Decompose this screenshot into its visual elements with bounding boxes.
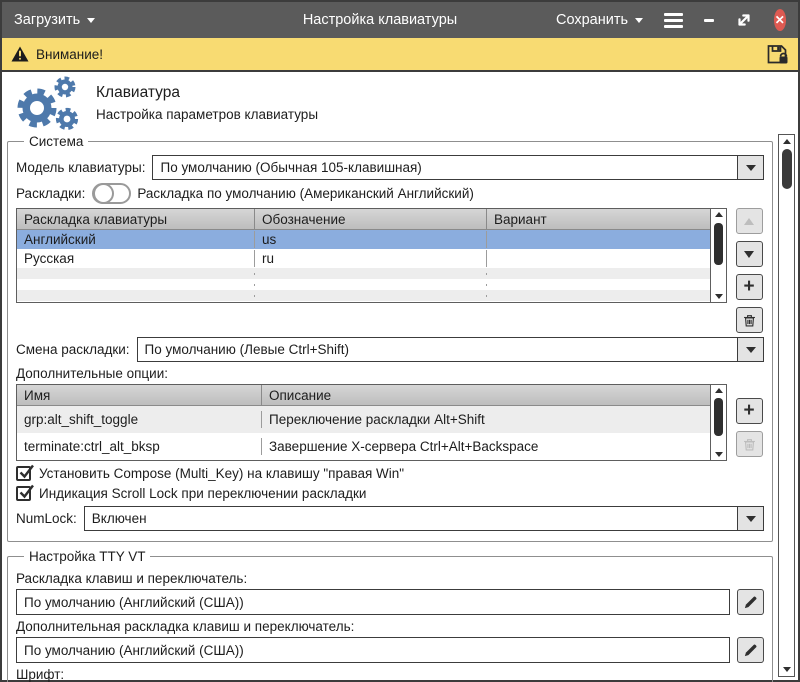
pencil-icon <box>744 644 757 656</box>
checkbox-checked-icon[interactable] <box>16 484 34 501</box>
extra-options-label: Дополнительные опции: <box>16 366 169 381</box>
keyboard-model-label: Модель клавиатуры: <box>16 160 146 175</box>
layout-switch-label: Смена раскладки: <box>16 342 130 357</box>
warning-text: Внимание! <box>36 46 104 62</box>
gears-icon <box>17 76 79 131</box>
scrolllock-checkbox-label: Индикация Scroll Lock при переключении р… <box>39 486 367 501</box>
system-section-legend: Система <box>29 134 84 149</box>
layout-switch-value: По умолчанию (Левые Ctrl+Shift) <box>144 342 349 357</box>
table-row[interactable]: terminate:ctrl_alt_bksp Завершение X-сер… <box>17 433 710 460</box>
hamburger-menu-icon[interactable] <box>664 12 684 28</box>
titlebar: Загрузить Настройка клавиатуры Сохранить… <box>2 2 798 38</box>
tty-field-label: Шрифт: <box>16 667 65 682</box>
move-up-button[interactable] <box>735 208 763 234</box>
table-row[interactable]: Русская ru <box>17 249 710 268</box>
move-down-button[interactable] <box>735 241 763 267</box>
layout-table[interactable]: Раскладка клавиатуры Обозначение Вариант… <box>16 208 727 303</box>
scroll-down-icon[interactable] <box>714 294 723 299</box>
scrollbar-thumb[interactable] <box>714 398 723 436</box>
layout-table-scrollbar[interactable] <box>710 209 726 302</box>
window-title: Настройка клавиатуры <box>302 12 458 28</box>
layouts-label: Раскладки: <box>16 186 86 201</box>
add-layout-button[interactable]: + <box>735 274 763 300</box>
pencil-icon <box>744 596 757 608</box>
trash-icon <box>743 438 755 450</box>
plus-icon: + <box>743 399 755 421</box>
minimize-icon[interactable] <box>704 18 714 22</box>
save-menu-label: Сохранить <box>556 12 629 28</box>
table-row <box>17 279 710 290</box>
delete-layout-button[interactable] <box>735 307 763 333</box>
options-table-scrollbar[interactable] <box>710 385 726 460</box>
dropdown-arrow-icon[interactable] <box>737 338 763 361</box>
layout-switch-select[interactable]: По умолчанию (Левые Ctrl+Shift) <box>136 337 764 362</box>
table-row <box>17 290 710 301</box>
scroll-down-icon[interactable] <box>714 452 723 457</box>
numlock-label: NumLock: <box>16 511 77 526</box>
numlock-value: Включен <box>91 511 147 526</box>
warning-bar: Внимание! <box>2 38 798 72</box>
compose-checkbox-row[interactable]: Установить Compose (Multi_Key) на клавиш… <box>16 464 764 481</box>
checkbox-checked-icon[interactable] <box>16 464 34 481</box>
tty-section-legend: Настройка TTY VT <box>29 549 146 564</box>
tty-field-label: Раскладка клавиш и переключатель: <box>16 571 248 586</box>
arrow-down-icon <box>744 250 754 258</box>
system-section: Система Модель клавиатуры: По умолчанию … <box>7 134 773 542</box>
table-row <box>17 268 710 279</box>
close-icon[interactable]: ✕ <box>773 9 786 31</box>
main-scrollbar[interactable] <box>778 134 795 677</box>
numlock-select[interactable]: Включен <box>83 506 764 531</box>
tty-section: Настройка TTY VT Раскладка клавиш и пере… <box>7 549 773 682</box>
expand-icon[interactable] <box>735 11 753 29</box>
tty-field-label: Дополнительная раскладка клавиш и перекл… <box>16 619 355 634</box>
page-header: Клавиатура Настройка параметров клавиату… <box>2 72 798 134</box>
layout-table-header: Раскладка клавиатуры Обозначение Вариант <box>17 209 710 230</box>
table-row[interactable]: Английский us <box>17 230 710 249</box>
scrollbar-thumb[interactable] <box>781 149 792 189</box>
dropdown-arrow-icon[interactable] <box>737 507 763 530</box>
scroll-down-icon[interactable] <box>782 667 791 672</box>
layouts-hint: Раскладка по умолчанию (Американский Анг… <box>137 186 474 201</box>
page-title: Клавиатура <box>96 84 180 101</box>
plus-icon: + <box>743 275 755 297</box>
scroll-up-icon[interactable] <box>714 388 723 393</box>
save-file-icon[interactable] <box>765 42 789 66</box>
add-option-button[interactable]: + <box>735 398 763 424</box>
tty-extra-layout-input[interactable]: По умолчанию (Английский (США)) <box>16 637 730 663</box>
load-menu-button[interactable]: Загрузить <box>14 12 96 28</box>
scrollbar-thumb[interactable] <box>714 223 723 265</box>
compose-checkbox-label: Установить Compose (Multi_Key) на клавиш… <box>39 466 405 481</box>
scroll-up-icon[interactable] <box>782 139 791 144</box>
tty-layout-input[interactable]: По умолчанию (Английский (США)) <box>16 589 730 615</box>
layouts-toggle[interactable] <box>92 183 132 204</box>
table-row[interactable]: grp:alt_shift_toggle Переключение раскла… <box>17 406 710 433</box>
dropdown-arrow-icon[interactable] <box>737 156 763 179</box>
save-menu-button[interactable]: Сохранить <box>556 12 644 28</box>
keyboard-model-value: По умолчанию (Обычная 105-клавишная) <box>160 160 422 175</box>
scrolllock-checkbox-row[interactable]: Индикация Scroll Lock при переключении р… <box>16 484 764 501</box>
options-table-header: Имя Описание <box>17 385 710 406</box>
warning-triangle-icon <box>11 46 29 62</box>
extra-options-table[interactable]: Имя Описание grp:alt_shift_toggle Перекл… <box>16 384 727 461</box>
scroll-up-icon[interactable] <box>714 212 723 217</box>
page-subtitle: Настройка параметров клавиатуры <box>96 107 319 122</box>
edit-tty-layout-button[interactable] <box>737 589 764 615</box>
delete-option-button[interactable] <box>735 431 763 457</box>
trash-icon <box>743 314 755 326</box>
chevron-down-icon <box>635 17 644 23</box>
load-menu-label: Загрузить <box>14 12 81 28</box>
edit-tty-extra-layout-button[interactable] <box>737 637 764 663</box>
chevron-down-icon <box>87 17 96 23</box>
arrow-up-icon <box>744 217 754 225</box>
keyboard-model-select[interactable]: По умолчанию (Обычная 105-клавишная) <box>152 155 764 180</box>
